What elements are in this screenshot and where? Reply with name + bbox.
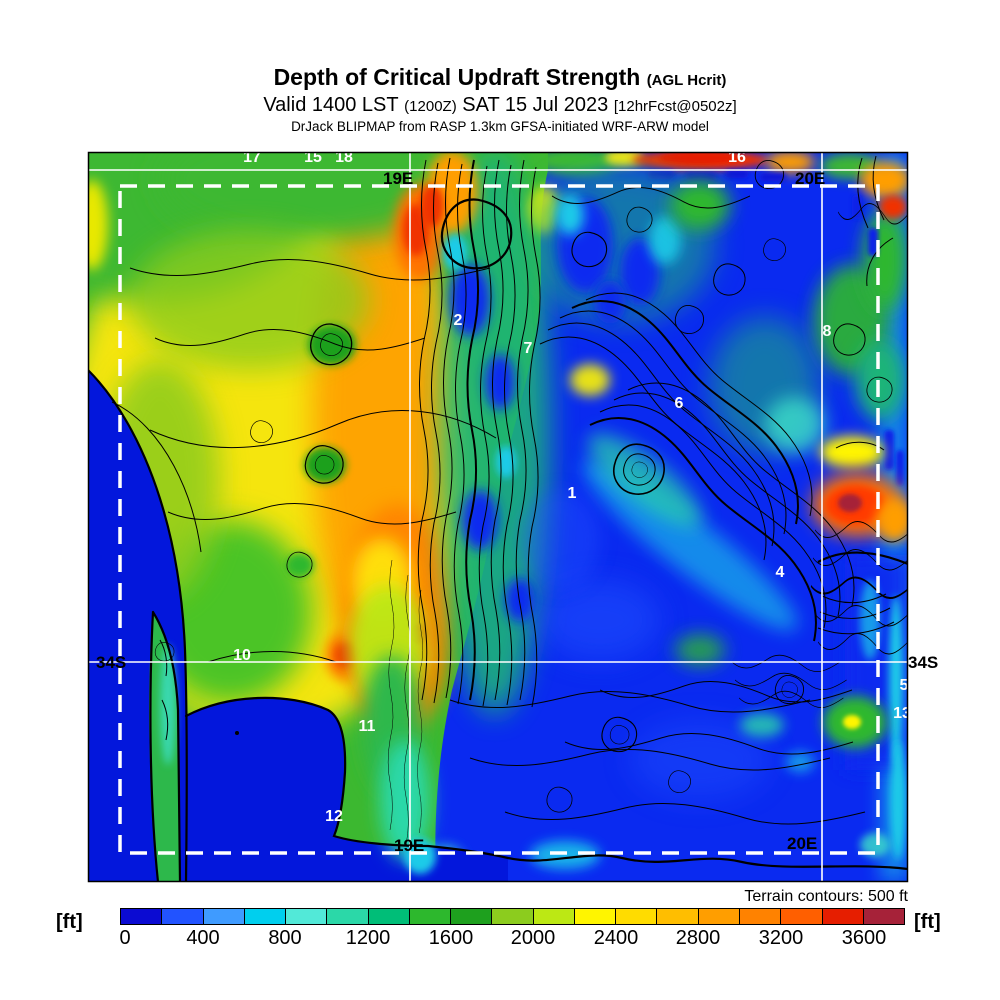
model-source-line: DrJack BLIPMAP from RASP 1.3km GFSA-init… [291,119,709,134]
terrain-contour-note: Terrain contours: 500 ft [744,888,908,905]
colorbar-segment [244,909,287,924]
waypoint-label: 5 [900,677,909,694]
waypoint-label: 18 [335,149,353,166]
parallel-label-34s-right: 34S [908,653,938,672]
zulu-time: (1200Z) [404,98,457,115]
colorbar-tick: 3600 [841,927,887,949]
colorbar-tick: 2000 [510,927,556,949]
waypoint-label: 16 [728,149,746,166]
color-field-central [427,317,825,874]
waypoint-label: 10 [233,647,251,664]
title-main: Depth of Critical Updraft Strength [273,64,641,90]
forecast-offset: [12hrFcst@0502z] [613,98,737,115]
colorbar-tick: 1200 [345,927,391,949]
page-title: Depth of Critical Updraft Strength (AGL … [0,64,1000,94]
colorbar [120,908,905,925]
colorbar-segment [533,909,575,924]
colorbar-tick: 400 [186,927,220,949]
colorbar-segment [368,909,410,924]
colorbar-segment [698,909,740,924]
title-block: Depth of Critical Updraft Strength (AGL … [0,64,1000,135]
colorbar-unit-left: [ft] [56,911,83,933]
terrain-contours [111,155,908,846]
graticule-labels: 19E 20E 34S 19E 20E [96,169,825,855]
colorbar-segment [162,909,204,924]
colorbar-segment [286,909,328,924]
color-field-top [525,152,880,396]
valid-time-line: Valid 1400 LST (1200Z) SAT 15 Jul 2023 [… [0,94,1000,118]
waypoint-labels: 1 2 4 5 6 7 8 10 11 12 13 15 16 17 18 [233,149,911,825]
graticule-lines [88,152,908,882]
colorbar-segment [121,909,163,924]
colorbar-segment [781,909,823,924]
colorbar-tick: 800 [268,927,302,949]
colorbar-tick: 3200 [758,927,804,949]
waypoint-label: 11 [359,718,376,735]
colorbar-tick: 2800 [675,927,721,949]
valid-time: Valid 1400 LST [263,94,399,116]
waypoint-label: 15 [304,149,322,166]
valid-date: SAT 15 Jul 2023 [462,94,609,116]
title-suffix: (AGL Hcrit) [646,72,727,89]
colorbar-tick: 1600 [428,927,474,949]
map-border [87,151,909,883]
colorbar-segment [739,909,782,924]
waypoint-label: 2 [454,312,463,329]
colorbar-segment [822,909,864,924]
colorbar-segment [492,909,534,924]
colorbar-segment [574,909,617,924]
meridian-label-20e-bottom: 20E [787,834,817,853]
colorbar-segment [616,909,658,924]
colorbar-tick: 0 [119,927,131,949]
colorbar-segment [657,909,699,924]
colorbar-segment [327,909,369,924]
coastline [88,368,908,882]
waypoint-label: 12 [325,808,343,825]
waypoint-label: 1 [568,485,577,502]
cape-peninsula [149,612,180,882]
meridian-label-20e-top: 20E [795,169,825,188]
waypoint-label: 17 [243,149,261,166]
parallel-label-34s-left: 34S [96,653,126,672]
domain-boundary-dashed [118,184,880,855]
colorbar-segment [409,909,452,924]
meridian-label-19e-top: 19E [383,169,413,188]
colorbar-unit-right: [ft] [914,911,941,933]
waypoint-label: 13 [893,705,911,722]
waypoint-label: 8 [823,323,832,340]
colorbar-segment [863,909,905,924]
meridian-label-19e-bottom: 19E [394,836,424,855]
waypoint-label: 4 [776,564,785,581]
waypoint-label: 7 [524,340,533,357]
colorbar-segment [451,909,493,924]
colorbar-segment [203,909,245,924]
colorbar-tick: 2400 [593,927,639,949]
waypoint-label: 6 [675,395,684,412]
